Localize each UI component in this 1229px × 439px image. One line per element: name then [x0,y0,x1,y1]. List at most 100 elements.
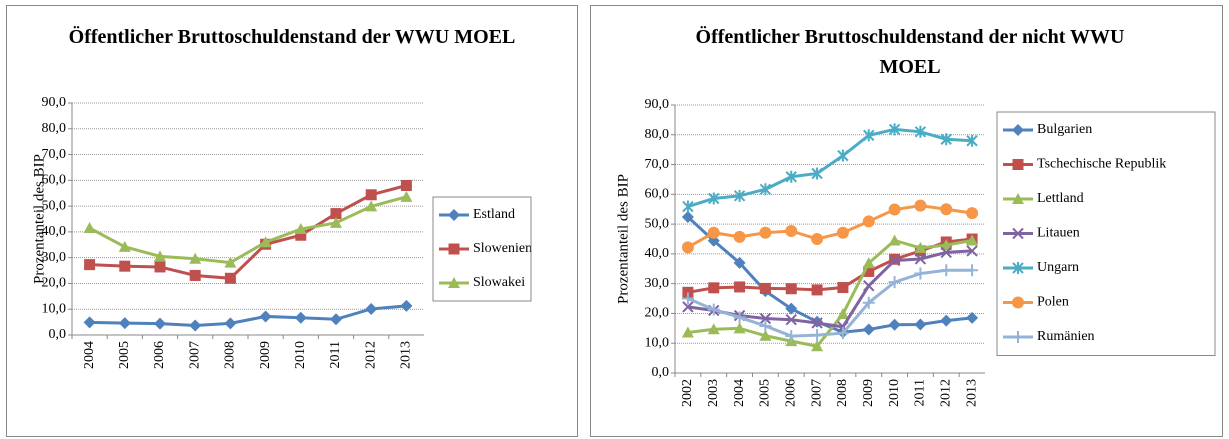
marker [259,310,272,323]
marker [682,286,694,298]
marker [888,203,901,216]
marker [966,264,979,277]
legend-label: Lettland [1037,191,1084,206]
marker [837,282,849,294]
marker [681,326,694,338]
series-line [89,304,407,327]
marker [681,210,694,223]
chart-title: Öffentlicher Bruttoschuldenstand der nic… [695,26,1125,78]
marker [83,222,96,234]
marker [294,311,307,324]
marker [682,301,694,313]
legend-label: Slowenien [473,241,532,256]
marker [759,329,772,341]
marker [759,183,772,196]
marker [733,189,746,202]
marker [330,216,342,228]
marker [914,199,927,212]
marker [836,226,849,239]
x-tick-label: 2003 [706,379,721,407]
marker [83,316,96,329]
legend-label: Bulgarien [1037,122,1092,137]
marker [759,319,772,332]
y-tick-label: 80,0 [42,121,67,136]
legend-label: Polen [1037,295,1069,310]
marker [189,252,202,264]
legend-label: Ungarn [1037,260,1079,275]
x-tick-label: 2009 [258,341,273,369]
marker [785,224,798,237]
marker [914,253,927,265]
marker [888,318,901,331]
legend-box [996,111,1216,356]
marker [966,311,979,324]
marker [759,312,772,325]
marker [914,125,927,138]
x-tick-label: 2013 [964,379,979,407]
marker [707,303,720,316]
x-tick-label: 2010 [293,341,308,369]
y-axis-label: Prozentanteil des BIP [615,174,631,304]
marker [365,189,377,201]
marker [811,167,823,180]
series-line [687,127,973,208]
marker [681,241,694,254]
marker [295,229,307,241]
marker [940,314,953,327]
marker [400,190,413,202]
marker [294,223,307,235]
marker [154,261,166,273]
chart-frame [590,5,1223,437]
marker [707,226,720,239]
marker [940,133,952,146]
marker [119,260,131,272]
marker [733,311,746,324]
marker [785,302,798,315]
marker [330,313,342,326]
y-tick-label: 0,0 [652,365,670,380]
marker [862,323,875,336]
y-tick-label: 90,0 [42,95,67,110]
marker [707,323,720,335]
marker [400,179,412,191]
marker [862,215,875,228]
marker [118,317,131,330]
series-line [687,238,973,348]
x-tick-label: 2013 [399,341,414,369]
marker [888,234,901,246]
y-tick-label: 20,0 [645,306,670,321]
marker [259,236,272,248]
marker [836,327,849,340]
marker [966,134,978,147]
marker [224,256,237,268]
marker [1012,193,1024,204]
legend-label: Rumänien [1037,329,1095,344]
series-line [88,195,407,265]
marker [811,233,824,245]
marker [940,238,953,250]
marker [837,149,849,162]
marker [708,282,720,294]
marker [914,318,927,331]
marker [966,234,979,246]
x-tick-label: 2005 [758,379,773,407]
marker [940,264,953,277]
x-tick-label: 2005 [117,341,132,369]
marker [966,245,978,257]
marker [330,208,342,220]
marker [400,299,413,312]
y-tick-label: 30,0 [42,250,67,265]
y-tick-label: 80,0 [645,127,670,142]
y-tick-label: 10,0 [645,335,670,350]
y-tick-label: 60,0 [42,173,67,188]
marker [365,200,378,212]
y-tick-label: 30,0 [645,276,670,291]
x-tick-label: 2004 [82,341,97,369]
y-tick-label: 50,0 [645,216,670,231]
y-tick-label: 10,0 [42,301,67,316]
legend-label: Litauen [1037,226,1080,241]
marker [811,284,823,296]
marker [224,272,236,284]
x-tick-label: 2012 [363,341,378,369]
